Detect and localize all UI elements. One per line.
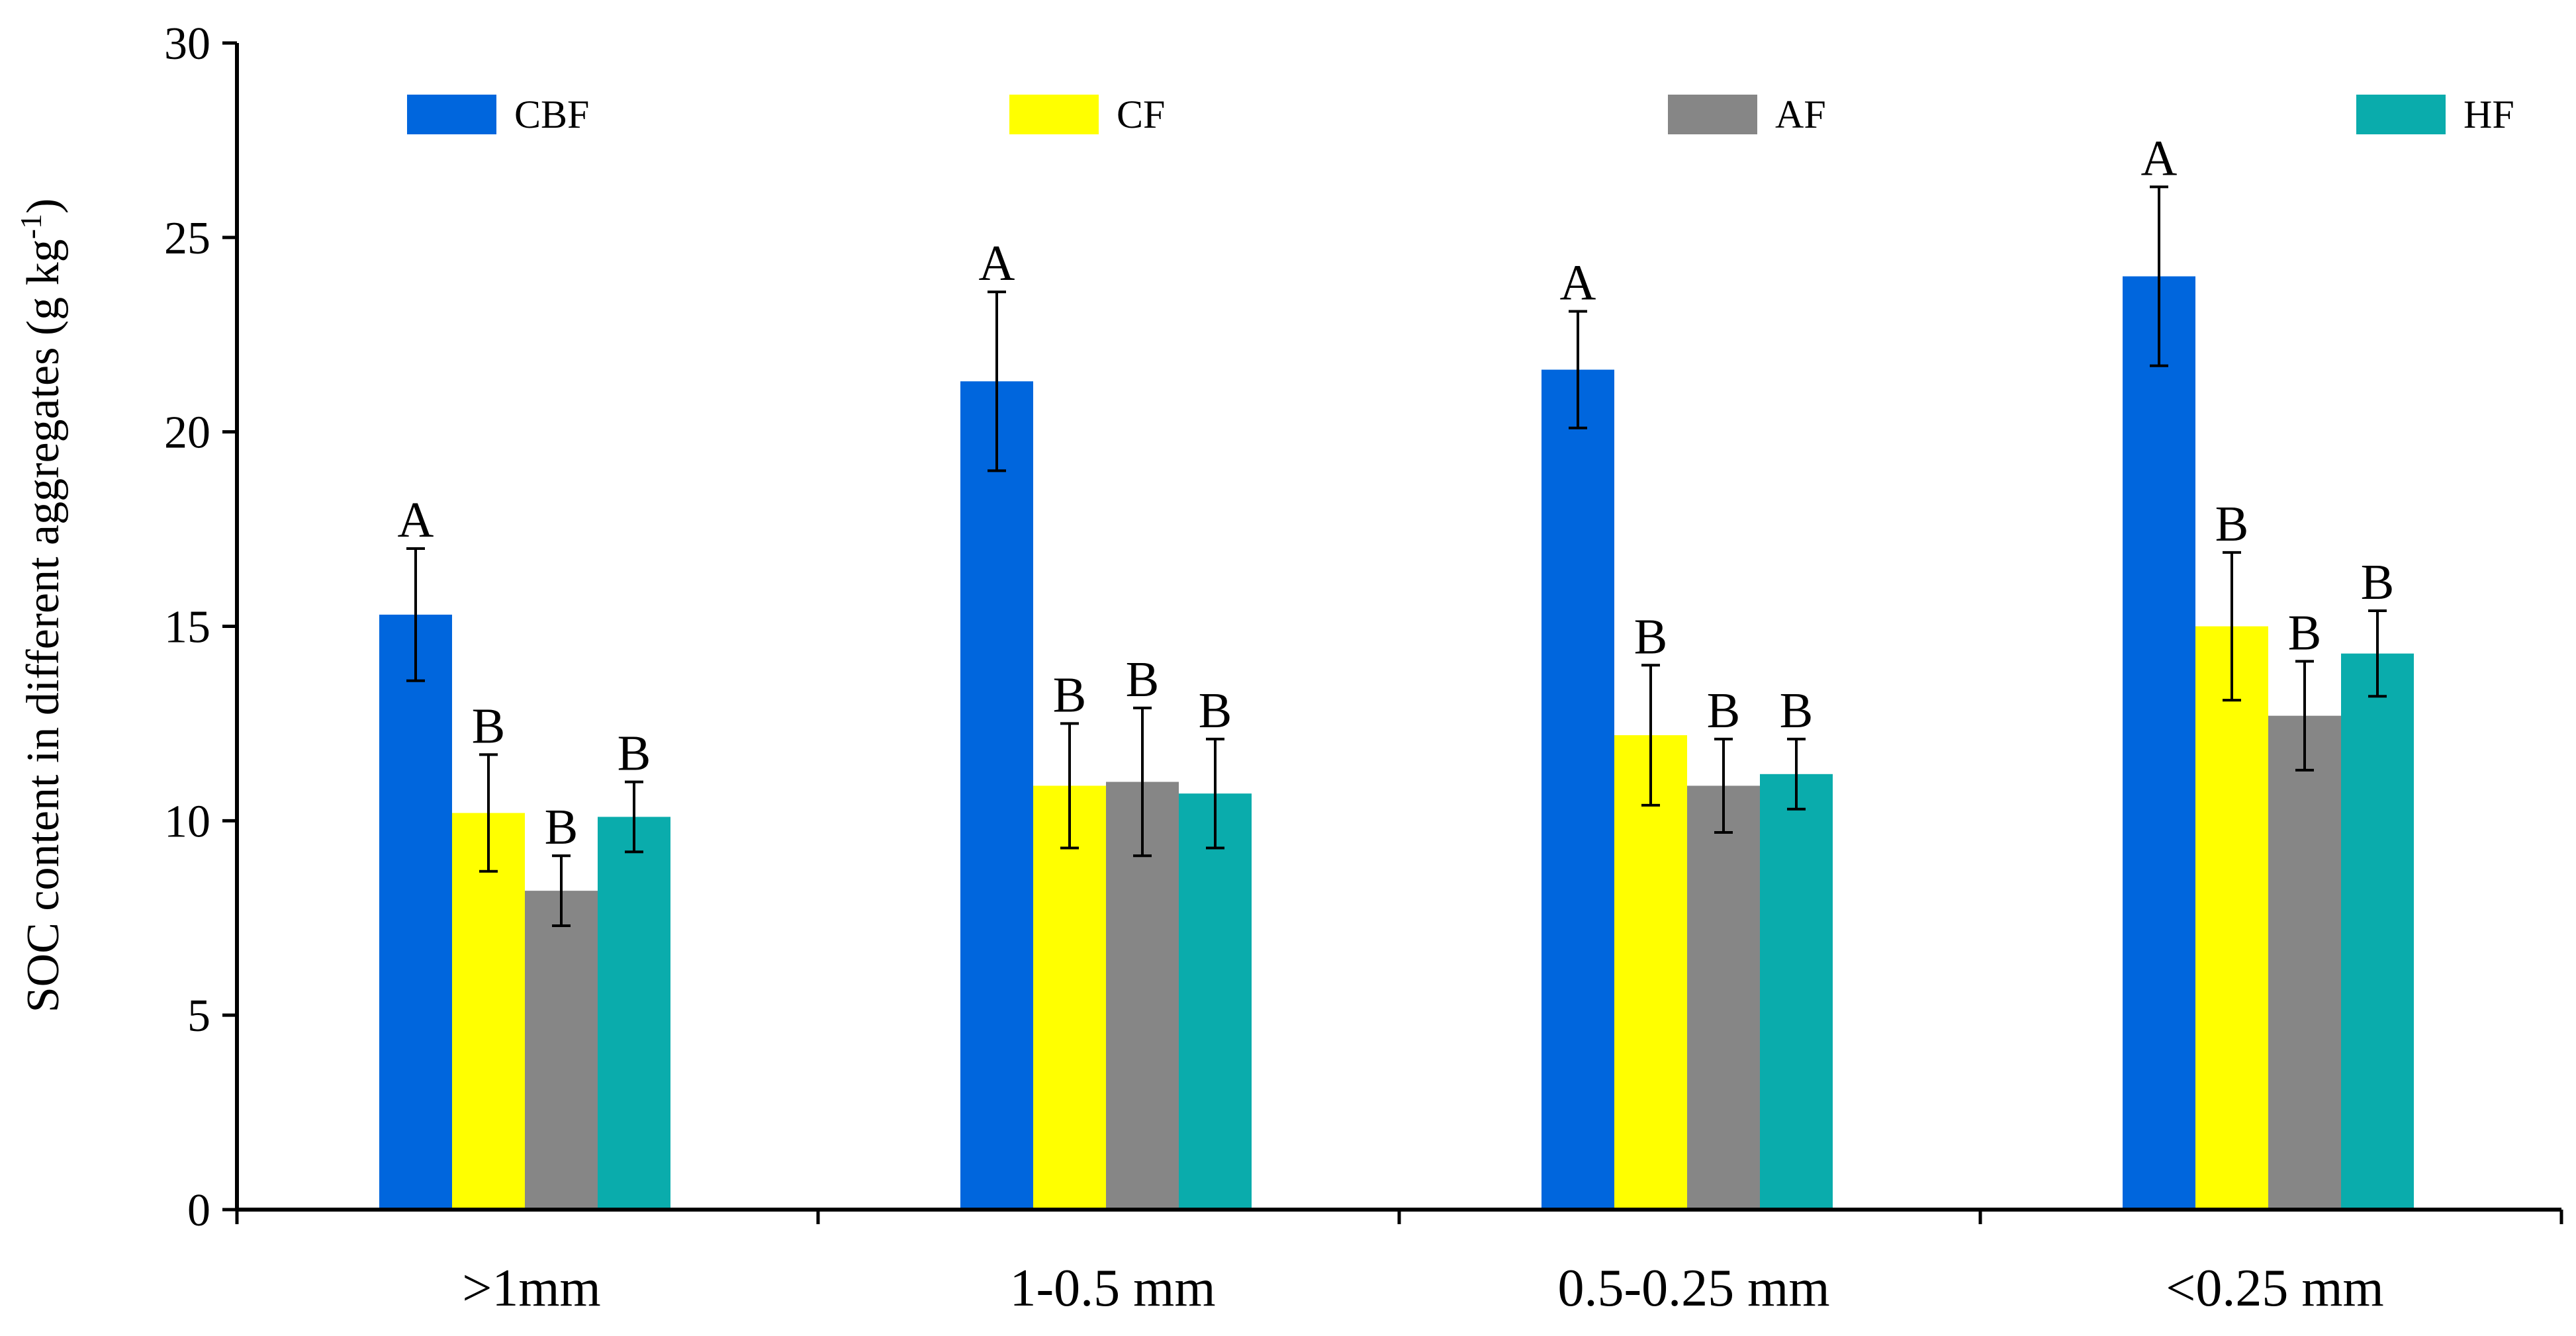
significance-letter: B: [1707, 683, 1741, 738]
significance-letter: B: [1053, 667, 1087, 723]
x-tick-label: >1mm: [462, 1259, 601, 1317]
bar: [2195, 626, 2268, 1210]
bar: [452, 813, 525, 1210]
y-axis-label-superscript: -1: [14, 214, 48, 239]
significance-letter: B: [1126, 652, 1160, 707]
legend-label: CBF: [514, 93, 589, 136]
y-tick-label: 30: [164, 19, 210, 69]
x-tick-label: 1-0.5 mm: [1009, 1259, 1215, 1317]
significance-letter: B: [1634, 609, 1668, 664]
significance-letter: B: [618, 726, 651, 781]
y-tick-label: 0: [187, 1185, 210, 1236]
legend-swatch: [407, 95, 496, 134]
y-tick-label: 10: [164, 796, 210, 847]
y-axis-label-main: SOC content in different aggregates (g k…: [18, 239, 69, 1012]
x-tick-label: 0.5-0.25 mm: [1557, 1259, 1829, 1317]
legend: CBF CF AF HF: [407, 93, 2514, 136]
y-tick-label: 20: [164, 408, 210, 459]
bar: [379, 614, 452, 1210]
significance-letter: B: [472, 698, 506, 754]
y-axis-label: SOC content in different aggregates (g k…: [14, 199, 69, 1013]
significance-letter: A: [1560, 255, 1596, 310]
significance-letter: B: [1199, 683, 1232, 738]
significance-letter: A: [398, 492, 434, 548]
bar: [1033, 785, 1106, 1210]
bar: [2341, 653, 2414, 1210]
bar: [525, 891, 598, 1210]
bar: [1760, 774, 1833, 1210]
significance-letter: A: [2141, 130, 2178, 186]
legend-swatch: [1009, 95, 1099, 134]
legend-swatch: [1668, 95, 1757, 134]
legend-label: AF: [1775, 93, 1826, 136]
significance-letter: B: [2215, 496, 2249, 552]
significance-letter: B: [2288, 605, 2322, 660]
bar: [960, 381, 1033, 1210]
axes: 0 5 10 15 20 25 30 >1mm 1-0.5 mm 0.5-0.25 mm <0.25…: [164, 19, 2563, 1317]
significance-letter: A: [979, 236, 1015, 291]
significance-letter: B: [2361, 555, 2395, 610]
legend-swatch: [2356, 95, 2446, 134]
bar: [598, 817, 670, 1210]
x-tick-label: <0.25 mm: [2166, 1259, 2384, 1317]
bar: [2123, 276, 2195, 1210]
bar: [1614, 735, 1687, 1210]
bar: [1179, 793, 1252, 1210]
y-axis-label-suffix: ): [18, 199, 69, 214]
bar: [2268, 715, 2341, 1210]
bar: [1541, 369, 1614, 1210]
significance-letter: B: [1780, 683, 1814, 738]
significance-letter: B: [545, 799, 578, 855]
y-tick-label: 25: [164, 213, 210, 264]
y-tick-label: 15: [164, 602, 210, 653]
bar: [1687, 785, 1760, 1210]
legend-label: CF: [1117, 93, 1165, 136]
y-tick-label: 5: [187, 991, 210, 1042]
legend-label: HF: [2463, 93, 2514, 136]
